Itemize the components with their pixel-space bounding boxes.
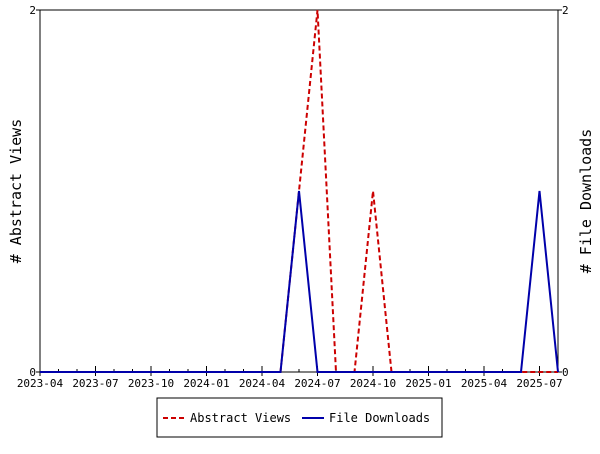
x-tick-label: 2024-07 [294, 377, 340, 390]
legend-label-file-downloads: File Downloads [329, 411, 430, 425]
y-right-tick-label: 2 [562, 4, 569, 17]
legend-box [156, 397, 443, 438]
y-left-tick-label: 2 [29, 4, 36, 17]
y-axis-ticks [36, 9, 562, 373]
y-right-tick-label: 0 [562, 366, 569, 379]
x-tick-label: 2024-10 [350, 377, 396, 390]
x-tick-label: 2024-01 [183, 377, 229, 390]
y-axis-tick-labels: 0 2 0 2 [29, 4, 568, 379]
y-axis-title-left: # Abstract Views [7, 119, 25, 264]
series-line-file-downloads [40, 190, 559, 373]
x-tick-label: 2025-04 [461, 377, 508, 390]
x-tick-label: 2025-07 [516, 377, 562, 390]
x-tick-label: 2023-10 [128, 377, 174, 390]
x-tick-label: 2023-07 [72, 377, 118, 390]
x-axis-tick-labels: 2023-04 2023-07 2023-10 2024-01 2024-04 2024-… [17, 377, 563, 390]
x-tick-label: 2023-04 [17, 377, 64, 390]
x-tick-label: 2024-04 [239, 377, 286, 390]
legend: Abstract Views File Downloads [156, 397, 443, 438]
y-axis-title-right: # File Downloads [577, 129, 595, 274]
series-layer [40, 9, 559, 373]
x-tick-label: 2025-01 [405, 377, 451, 390]
y-left-tick-label: 0 [29, 366, 36, 379]
legend-label-abstract-views: Abstract Views [190, 411, 291, 425]
